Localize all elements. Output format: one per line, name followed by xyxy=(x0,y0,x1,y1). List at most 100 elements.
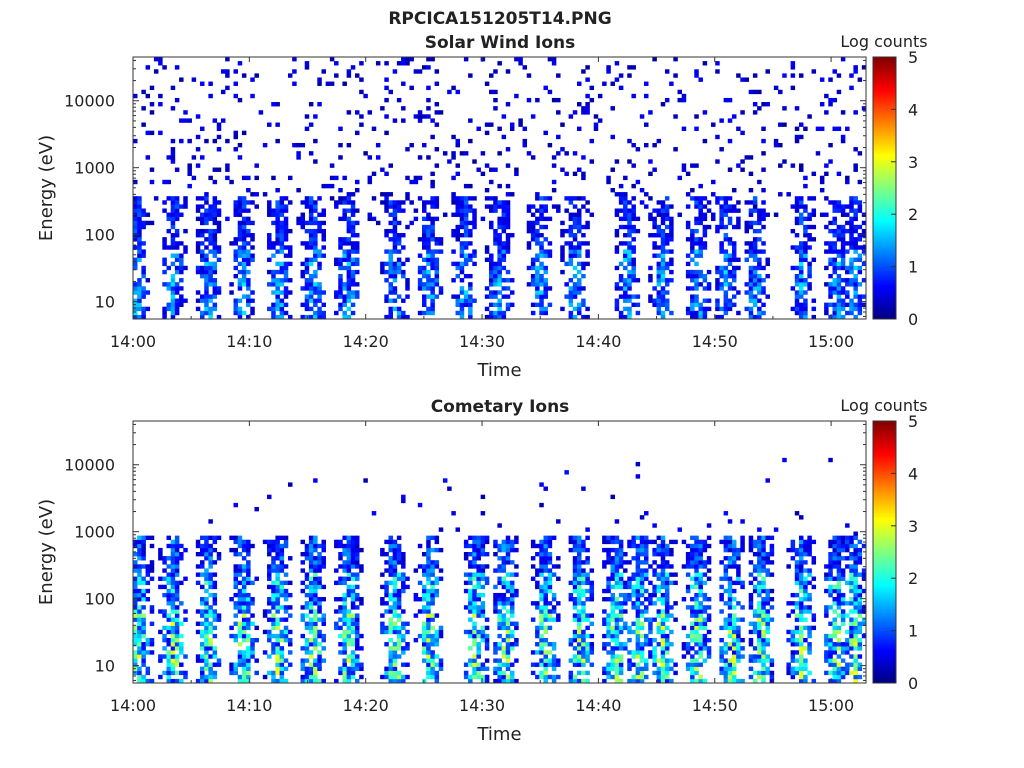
heatmap-cell xyxy=(719,286,724,291)
heatmap-cell xyxy=(861,228,867,234)
heatmap-cell xyxy=(581,110,586,115)
heatmap-cell xyxy=(468,257,473,262)
heatmap-cell xyxy=(212,241,218,246)
heatmap-cell xyxy=(493,237,498,242)
heatmap-cell xyxy=(828,102,833,107)
heatmap-cell xyxy=(505,204,511,209)
heatmap-cell xyxy=(535,625,540,631)
colorbar-segment xyxy=(873,284,896,287)
heatmap-cell xyxy=(300,212,306,217)
heatmap-cell xyxy=(547,568,553,573)
heatmap-cell xyxy=(468,118,473,123)
heatmap-cell xyxy=(832,208,837,213)
heatmap-cell xyxy=(585,597,590,602)
heatmap-cell xyxy=(170,642,176,647)
heatmap-cell xyxy=(618,572,624,577)
heatmap-cell xyxy=(748,273,754,279)
heatmap-cell xyxy=(170,629,176,635)
heatmap-cell xyxy=(631,228,636,234)
heatmap-cell xyxy=(568,637,574,643)
heatmap-cell xyxy=(648,159,653,164)
heatmap-cell xyxy=(233,601,239,606)
heatmap-cell xyxy=(731,241,737,246)
heatmap-cell xyxy=(631,592,636,598)
heatmap-cell xyxy=(664,670,670,676)
heatmap-cell xyxy=(656,138,662,144)
heatmap-cell xyxy=(463,212,469,217)
colorbar-segment xyxy=(873,225,896,228)
heatmap-cell xyxy=(836,73,842,78)
heatmap-cell xyxy=(556,662,561,667)
heatmap-cell xyxy=(241,629,247,635)
heatmap-cell xyxy=(849,282,854,287)
heatmap-cell xyxy=(606,633,611,639)
heatmap-cell xyxy=(430,257,435,262)
heatmap-cell xyxy=(321,183,326,189)
heatmap-cell xyxy=(438,237,444,242)
heatmap-cell xyxy=(468,580,473,586)
heatmap-cell xyxy=(170,597,176,602)
heatmap-cell xyxy=(493,646,498,651)
heatmap-cell xyxy=(246,175,251,181)
heatmap-cell xyxy=(857,204,863,209)
heatmap-cell xyxy=(493,273,498,279)
heatmap-cell xyxy=(572,674,578,680)
heatmap-cell xyxy=(133,228,138,234)
heatmap-cell xyxy=(204,269,209,275)
heatmap-cell xyxy=(212,249,218,254)
heatmap-cell xyxy=(216,167,222,172)
heatmap-cell xyxy=(514,535,519,541)
heatmap-cell xyxy=(681,564,687,569)
heatmap-cell xyxy=(304,261,310,267)
heatmap-cell xyxy=(568,314,574,320)
heatmap-cell xyxy=(761,286,766,291)
heatmap-cell xyxy=(283,294,289,299)
heatmap-cell xyxy=(313,584,318,590)
heatmap-cell xyxy=(505,220,511,226)
heatmap-cell xyxy=(472,249,477,254)
heatmap-cell xyxy=(493,658,498,663)
heatmap-cell xyxy=(614,613,620,618)
heatmap-cell xyxy=(572,212,578,217)
heatmap-cell xyxy=(229,662,234,667)
heatmap-cell xyxy=(384,539,389,545)
heatmap-cell xyxy=(660,556,666,561)
heatmap-cell xyxy=(798,261,804,267)
heatmap-cell xyxy=(334,204,339,209)
heatmap-cell xyxy=(543,617,548,622)
heatmap-cell xyxy=(430,286,435,291)
heatmap-cell xyxy=(664,609,670,614)
heatmap-cell xyxy=(392,621,398,626)
heatmap-cell xyxy=(824,212,829,217)
heatmap-cell xyxy=(279,678,285,684)
heatmap-cell xyxy=(233,273,239,279)
heatmap-cell xyxy=(581,572,586,577)
heatmap-cell xyxy=(434,273,440,279)
heatmap-cell xyxy=(509,539,515,545)
heatmap-cell xyxy=(304,257,310,262)
heatmap-cell xyxy=(200,314,205,320)
heatmap-cell xyxy=(246,302,251,308)
heatmap-cell xyxy=(212,609,218,614)
heatmap-cell xyxy=(241,253,247,258)
heatmap-cell xyxy=(702,245,708,250)
heatmap-cell xyxy=(463,220,469,226)
heatmap-cell xyxy=(405,282,410,287)
heatmap-cell xyxy=(547,572,553,577)
heatmap-cell xyxy=(149,637,155,643)
heatmap-cell xyxy=(690,241,695,246)
heatmap-cell xyxy=(396,233,402,238)
heatmap-cell xyxy=(371,171,377,177)
heatmap-cell xyxy=(334,61,339,66)
heatmap-cell xyxy=(422,241,427,246)
y-tick-label: 10 xyxy=(95,293,115,312)
heatmap-cell xyxy=(216,224,222,230)
heatmap-cell xyxy=(430,642,435,647)
heatmap-cell xyxy=(208,237,213,242)
heatmap-cell xyxy=(484,625,490,631)
heatmap-cell xyxy=(308,592,314,598)
heatmap-cell xyxy=(191,175,197,181)
heatmap-cell xyxy=(501,597,507,602)
heatmap-cell xyxy=(656,265,662,271)
heatmap-cell xyxy=(246,654,251,659)
